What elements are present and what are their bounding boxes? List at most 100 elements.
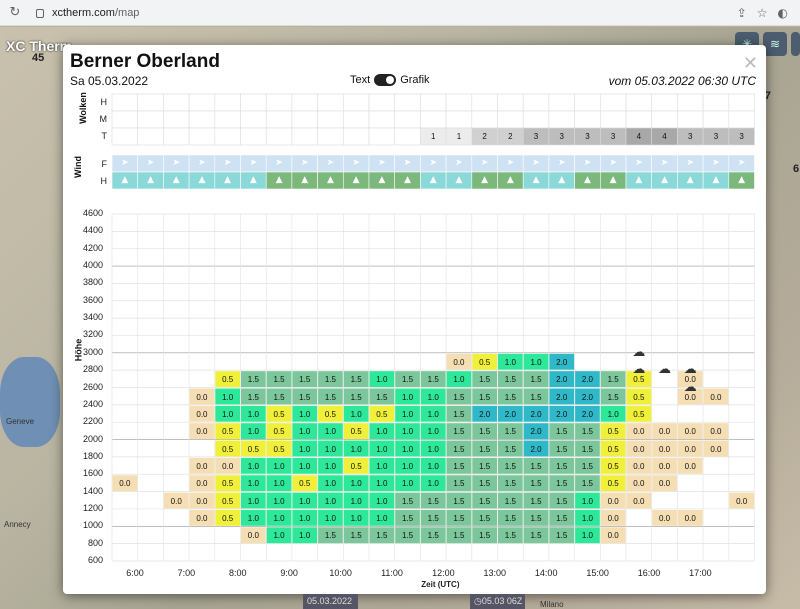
wolken-cell <box>163 93 190 112</box>
heat-cell <box>343 405 369 422</box>
heat-value: 1.0 <box>247 427 259 437</box>
heat-value: 1.5 <box>530 375 542 385</box>
heat-cell <box>215 423 240 440</box>
close-icon[interactable]: ✕ <box>742 53 758 74</box>
heat-value: 0.5 <box>324 409 336 419</box>
heat-cell <box>472 440 497 457</box>
heat-cell <box>600 423 626 440</box>
heat-cell <box>420 423 446 440</box>
profile-icon[interactable]: ◐ <box>777 6 788 20</box>
heat-value: 0.0 <box>658 513 671 523</box>
wolken-cell <box>188 93 216 112</box>
heat-value: 1.0 <box>324 513 336 523</box>
heat-value: 0.5 <box>633 375 645 385</box>
heat-value: 0.5 <box>607 444 619 454</box>
heat-cell <box>266 371 292 387</box>
wind-arrow-icon: ➤ <box>121 158 129 168</box>
heat-cell <box>472 509 497 526</box>
heat-cell <box>266 475 292 492</box>
heat-value: 1.0 <box>350 513 362 523</box>
wolken-cell <box>702 110 730 129</box>
wind-arrow-icon: ➤ <box>660 158 669 168</box>
heat-value: 0.0 <box>684 427 696 437</box>
heat-value: 0.0 <box>196 427 208 437</box>
wind-arrow-icon: ▲ <box>583 175 591 185</box>
wolken-t-value: 3 <box>713 132 719 141</box>
heat-value: 1.5 <box>324 531 336 541</box>
share-icon[interactable]: ⇪ <box>736 6 747 20</box>
heat-cell <box>395 509 420 526</box>
heat-cell <box>163 492 189 509</box>
heat-cell <box>523 492 549 509</box>
heat-value: 1.0 <box>299 444 311 454</box>
wind-arrow-icon: ➤ <box>532 158 540 168</box>
heat-value: 0.0 <box>196 392 208 402</box>
heat-value: 1.5 <box>581 444 593 454</box>
heat-value: 1.5 <box>401 531 414 541</box>
heat-cell <box>575 440 600 457</box>
heat-cell <box>395 371 420 387</box>
heat-cell <box>189 492 215 509</box>
wolken-cell <box>368 127 396 146</box>
heat-value: 0.0 <box>736 496 748 506</box>
y-tick-label: 2000 <box>82 433 103 444</box>
heat-value: 0.0 <box>633 496 645 506</box>
heat-cell <box>549 405 575 422</box>
heat-cell <box>292 440 318 457</box>
address-bar[interactable]: xctherm.com/map <box>52 7 139 19</box>
wolken-cell <box>625 110 653 129</box>
heat-value: 0.0 <box>684 461 696 471</box>
heat-cell <box>446 457 472 474</box>
heat-value: 1.5 <box>453 392 465 402</box>
heat-value: 2.0 <box>556 357 568 367</box>
heat-value: 1.0 <box>427 461 439 471</box>
heat-cell <box>446 509 472 526</box>
heat-cell <box>369 509 395 526</box>
heat-value: 1.5 <box>376 392 388 402</box>
heat-cell <box>523 440 549 457</box>
forecast-chart <box>111 93 755 562</box>
heat-value: 0.5 <box>607 427 619 437</box>
wolken-cell <box>188 127 216 146</box>
heat-cell <box>600 405 626 422</box>
heat-cell <box>549 371 575 387</box>
layer-icon[interactable] <box>791 32 800 56</box>
cumulus-icon: ☁ <box>683 379 697 395</box>
heat-value: 1.0 <box>273 461 285 471</box>
star-icon[interactable]: ☆ <box>756 6 768 20</box>
x-tick-label: 9:00 <box>280 568 298 578</box>
wind-label: Wind <box>72 156 83 178</box>
wolken-cell <box>702 93 730 112</box>
view-toggle[interactable]: Text Grafik <box>350 74 430 86</box>
heat-value: 0.0 <box>710 444 722 454</box>
heat-cell <box>266 509 292 526</box>
heat-value: 1.0 <box>581 513 593 523</box>
heat-cell <box>420 527 446 544</box>
heat-cell <box>318 457 343 474</box>
wolken-cell <box>317 110 344 129</box>
wind-arrow-icon: ➤ <box>300 158 309 168</box>
url-host: xctherm.com <box>52 6 115 19</box>
wind-arrow-icon: ➤ <box>480 158 489 168</box>
wolken-cell <box>214 127 241 146</box>
heat-value: 1.5 <box>504 444 516 454</box>
heat-value: 1.5 <box>350 375 362 385</box>
heat-cell <box>266 457 292 474</box>
heat-value: 1.5 <box>376 531 388 541</box>
heat-cell <box>292 475 318 492</box>
heat-cell <box>369 475 395 492</box>
wolken-cell <box>445 110 473 129</box>
heat-cell <box>215 509 240 526</box>
heat-value: 1.0 <box>324 461 336 471</box>
heat-cell <box>215 475 240 492</box>
heat-value: 1.0 <box>350 409 362 419</box>
wind-row-label: H <box>100 176 108 186</box>
toggle-switch[interactable] <box>374 74 397 86</box>
wolken-cell <box>137 127 164 146</box>
heat-cell <box>318 388 343 405</box>
wolken-cell <box>522 93 550 112</box>
wind-arrow-icon: ➤ <box>378 158 386 168</box>
heat-value: 1.0 <box>273 496 285 506</box>
reload-icon[interactable]: ↻ <box>9 4 21 20</box>
wind-icon[interactable]: ≋ <box>763 32 787 56</box>
